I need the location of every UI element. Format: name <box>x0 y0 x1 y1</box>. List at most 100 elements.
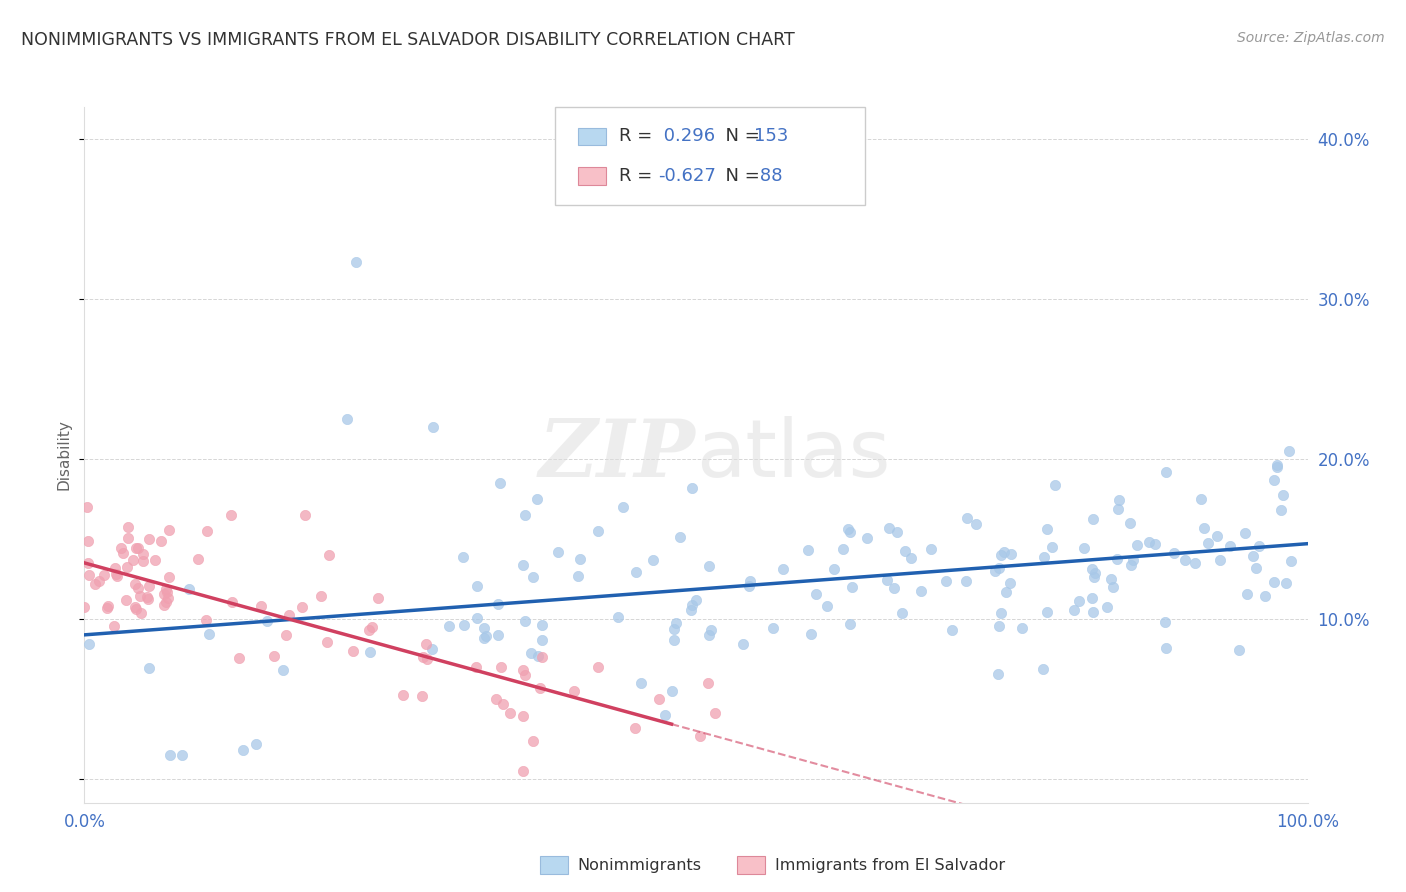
Point <box>1275 576 1298 591</box>
Point <box>987 561 1010 575</box>
Point <box>1000 547 1022 561</box>
Point <box>1073 541 1095 555</box>
Point <box>1265 459 1288 474</box>
Point <box>1249 539 1271 553</box>
Point <box>513 508 536 522</box>
Point <box>586 660 609 674</box>
Point <box>359 645 381 659</box>
Point <box>156 591 179 606</box>
Point <box>530 650 553 665</box>
Point <box>124 577 146 591</box>
Point <box>1153 615 1175 629</box>
Point <box>245 737 267 751</box>
Point <box>342 644 364 658</box>
Point <box>138 579 160 593</box>
Point <box>1119 558 1142 572</box>
Point <box>172 747 194 762</box>
Point <box>519 646 541 660</box>
Point <box>920 542 942 557</box>
Point <box>1095 600 1118 615</box>
Point <box>416 652 439 666</box>
Point <box>738 574 761 588</box>
Point <box>273 663 295 677</box>
Point <box>529 681 551 695</box>
Point <box>681 598 703 612</box>
Point <box>1032 662 1054 676</box>
Point <box>157 570 180 584</box>
Point <box>1069 594 1091 608</box>
Point <box>839 524 862 539</box>
Text: Nonimmigrants: Nonimmigrants <box>578 858 702 872</box>
Point <box>122 553 145 567</box>
Point <box>1219 539 1241 553</box>
Point <box>472 621 495 635</box>
Point <box>1244 561 1267 575</box>
Point <box>697 559 720 574</box>
Point <box>73 600 96 615</box>
Point <box>664 623 686 637</box>
Point <box>486 628 509 642</box>
Point <box>955 574 977 589</box>
Point <box>420 641 443 656</box>
Point <box>685 593 707 607</box>
Point <box>198 627 221 641</box>
Point <box>475 629 498 643</box>
Point <box>1080 591 1102 605</box>
Point <box>522 569 544 583</box>
Point <box>1032 550 1054 565</box>
Point <box>624 566 647 580</box>
Point <box>841 580 863 594</box>
Point <box>336 412 359 426</box>
Point <box>187 552 209 566</box>
Point <box>513 668 536 682</box>
Point <box>855 531 877 545</box>
Point <box>97 599 120 613</box>
Text: R =: R = <box>619 167 658 185</box>
Point <box>1206 528 1229 542</box>
Point <box>679 603 702 617</box>
Point <box>155 595 177 609</box>
Point <box>1271 488 1294 502</box>
Point <box>1108 493 1130 508</box>
Point <box>941 623 963 637</box>
Point <box>498 706 520 721</box>
Point <box>877 521 900 535</box>
Point <box>1126 538 1149 552</box>
Point <box>194 613 217 627</box>
Point <box>530 632 553 647</box>
Point <box>415 637 437 651</box>
Point <box>1081 512 1104 526</box>
Point <box>127 581 149 595</box>
Point <box>136 590 159 604</box>
Point <box>115 592 138 607</box>
Point <box>437 619 460 633</box>
Point <box>1011 621 1033 635</box>
Point <box>522 733 544 747</box>
Point <box>994 585 1017 599</box>
Text: ZIP: ZIP <box>538 417 696 493</box>
Point <box>562 683 585 698</box>
Point <box>221 595 243 609</box>
Point <box>1099 572 1122 586</box>
Point <box>894 544 917 558</box>
Point <box>832 542 855 557</box>
Point <box>1163 546 1185 560</box>
Point <box>935 574 957 588</box>
Point <box>125 601 148 615</box>
Point <box>1263 473 1285 487</box>
Point <box>76 500 98 514</box>
Point <box>128 590 150 604</box>
Point <box>318 548 340 562</box>
Point <box>156 585 179 599</box>
Point <box>294 508 316 522</box>
Point <box>606 610 628 624</box>
Point <box>513 614 536 628</box>
Point <box>125 541 148 555</box>
Point <box>256 614 278 628</box>
Point <box>630 676 652 690</box>
Point <box>489 475 512 490</box>
Point <box>700 624 723 638</box>
Point <box>669 530 692 544</box>
Point <box>956 511 979 525</box>
Point <box>1156 640 1178 655</box>
